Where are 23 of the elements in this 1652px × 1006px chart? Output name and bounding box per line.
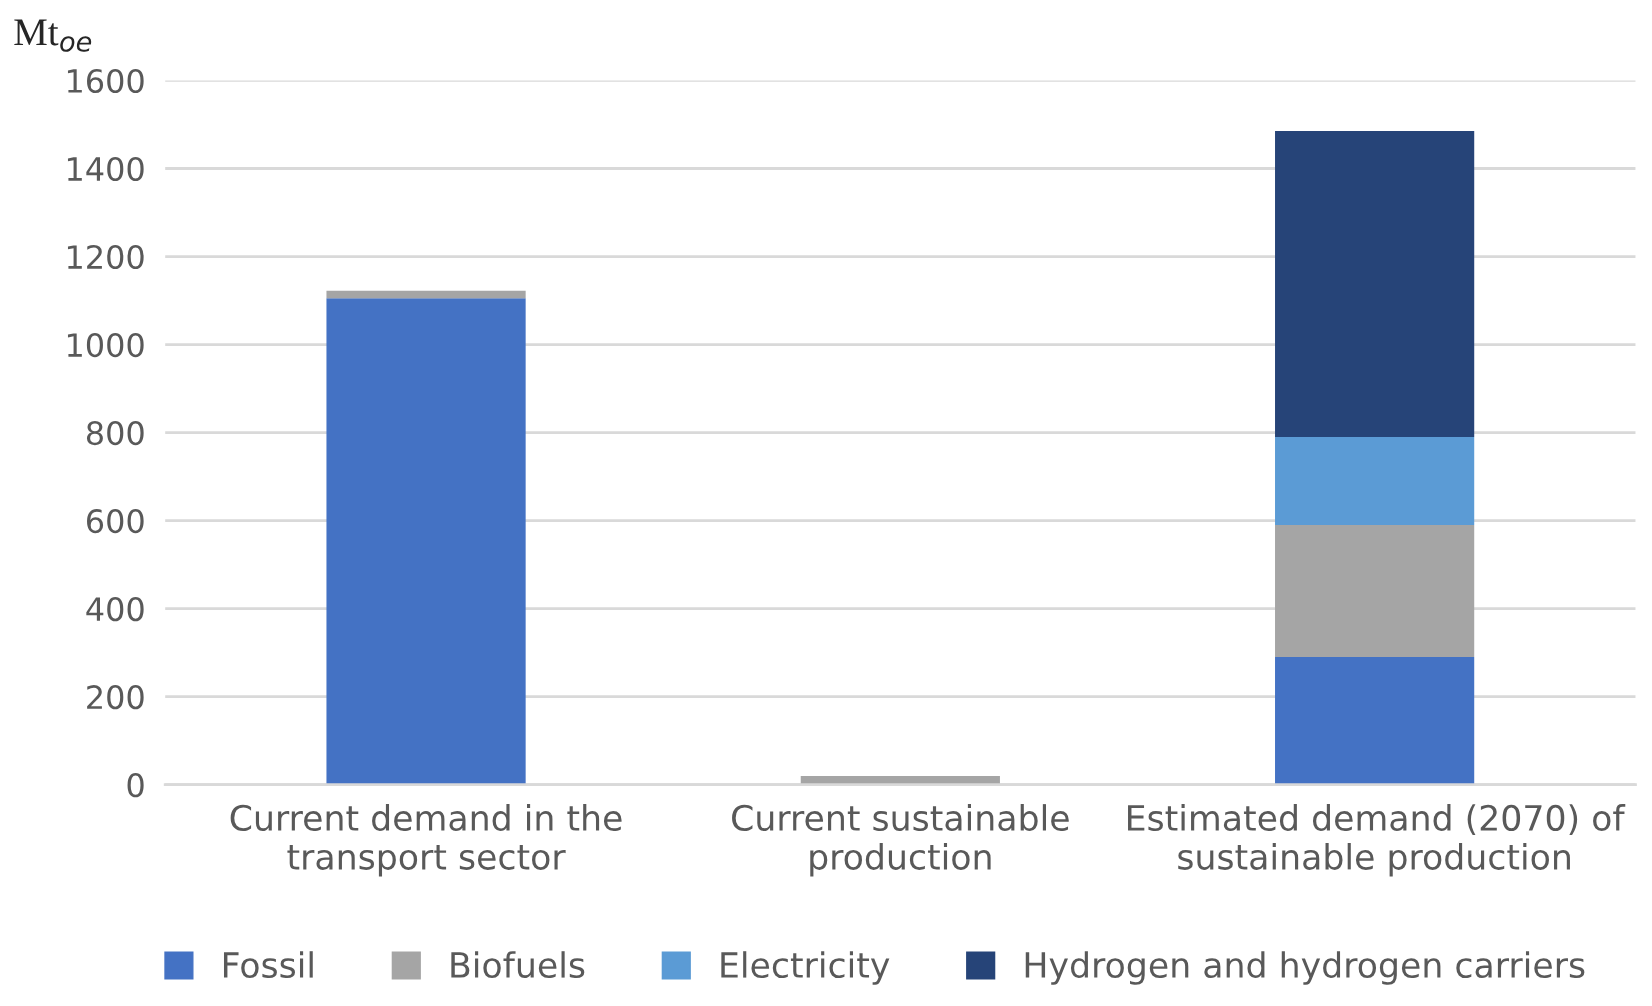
x-tick-label: Current sustainable production xyxy=(732,804,1069,877)
bar xyxy=(1275,657,1475,785)
bar xyxy=(1275,525,1475,658)
y-tick-label: 800 xyxy=(86,421,144,446)
legend-label: Electricity xyxy=(721,951,890,985)
y-tick-label: 200 xyxy=(87,685,144,710)
bar xyxy=(326,298,526,785)
y-tick-label: 0 xyxy=(127,773,144,798)
x-tick-label: Estimated demand (2070) of sustainable production xyxy=(1128,804,1626,877)
y-tick-label: 1200 xyxy=(67,244,144,270)
y-tick-label: 1600 xyxy=(67,68,144,94)
y-tick-label: 1400 xyxy=(67,156,144,182)
bar xyxy=(1275,131,1475,437)
bar xyxy=(326,290,526,299)
y-tick-label: 1000 xyxy=(67,332,144,358)
bar xyxy=(1275,436,1475,526)
legend-label: Hydrogen and hydrogen carriers xyxy=(1025,951,1585,985)
x-tick-label: Current demand in the transport sector xyxy=(230,804,622,877)
y-axis-title: Mt$_{oe}$ xyxy=(14,19,92,52)
y-tick-label: 600 xyxy=(87,509,144,534)
legend-label: Fossil xyxy=(223,951,313,979)
legend-label: Biofuels xyxy=(451,951,585,979)
y-tick-label: 400 xyxy=(86,597,144,622)
